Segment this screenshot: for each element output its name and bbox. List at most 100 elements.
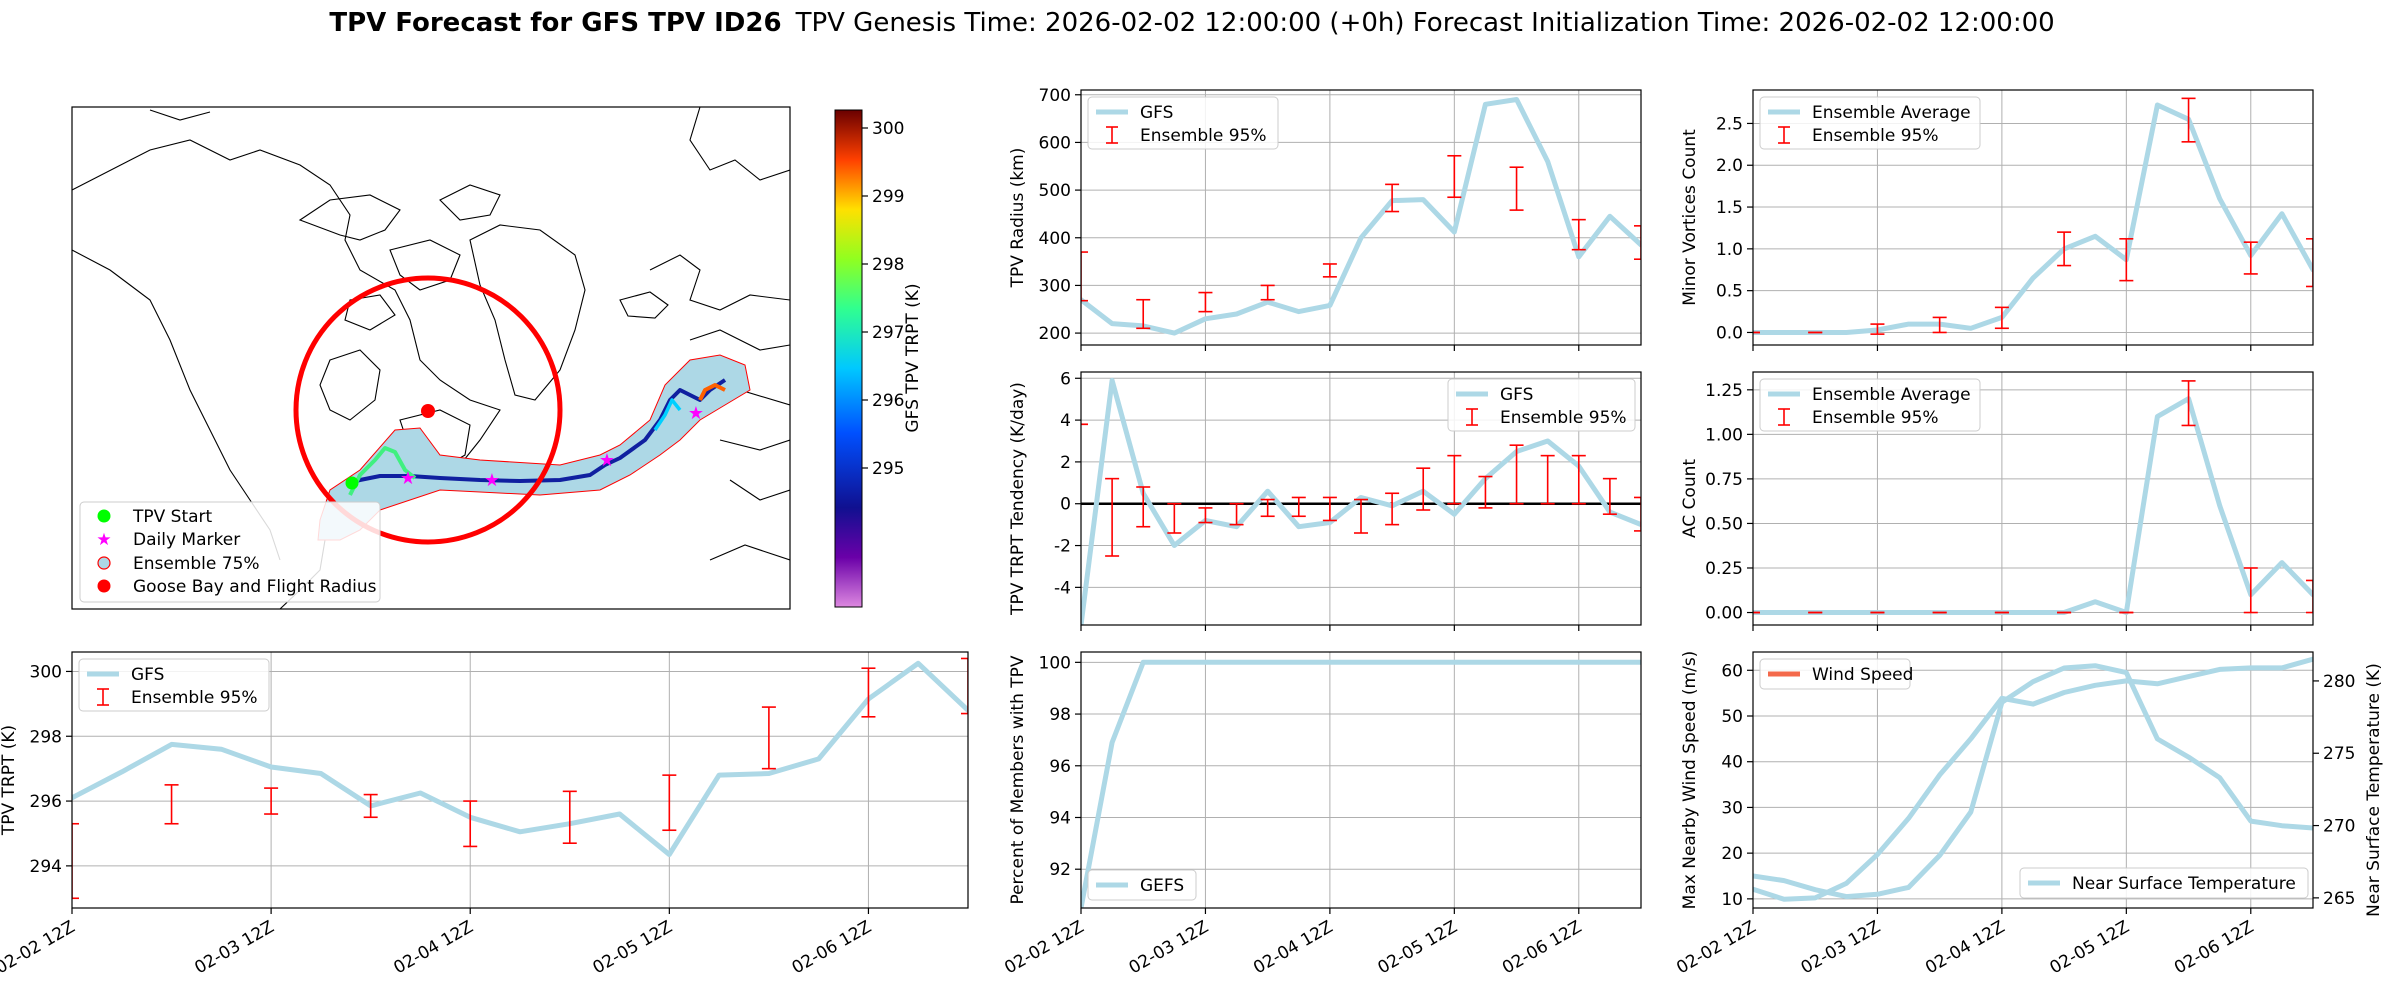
series-line-near-surface-temperature [1753,656,2313,902]
figure-title-rest: TPV Genesis Time: 2026-02-02 12:00:00 (+… [795,8,2055,38]
y-axis-label: Minor Vortices Count [1680,129,1700,306]
y-tick-label: 60 [1721,661,1743,681]
plot-frame [1080,651,1642,909]
ensemble-errorbar [1198,507,1213,524]
legend-label: Ensemble 95% [1812,408,1939,428]
ensemble-errorbar [1260,284,1275,301]
series-line-wind-speed [1753,663,2313,900]
map-frame [71,106,791,610]
y-tick-label: 296 [30,792,62,812]
ensemble-errorbar [1167,502,1182,534]
y-tick-label: 0.50 [1705,514,1743,534]
x-tick-label: 02-04 12Z [390,917,476,978]
daily-marker-2: ★ [484,470,500,491]
y-tick-label: 294 [30,857,62,877]
ensemble-errorbar [1229,502,1244,526]
series-group [72,657,968,900]
series-group [1753,97,2313,335]
legend-goose-bay: Goose Bay and Flight Radius [133,577,377,597]
chart-radius: 200 300 400 500 600 700 TPV Radius (km) GFS Ense… [1008,86,1642,351]
legend-box [1087,869,1197,901]
x-tick-label: 02-05 12Z [590,917,676,978]
ensemble-errorbar [562,790,577,844]
y-tick-label: 30 [1721,798,1743,818]
ensemble-errorbar [1105,477,1120,557]
chart-legend: Near Surface Temperature [2019,867,2309,899]
ensemble-errorbar [1081,251,1088,302]
colorbar-tick-label: 300 [872,119,904,139]
ensemble-errorbar [1540,454,1555,505]
y-axis-label: Max Nearby Wind Speed (m/s) [1680,651,1700,910]
ensemble-errorbar [1870,323,1885,335]
y-tick-label: 1.5 [1716,198,1743,218]
colorbar-gradient [834,109,863,608]
y-axis-label: TPV Radius (km) [1008,148,1028,289]
chart-percent: 92 94 96 98 100 02-02 12Z 02-03 12Z 02-04 12Z 02… [1001,651,1642,978]
legend-label: Wind Speed [1812,665,1913,685]
legend-label: GFS [1140,103,1173,123]
x-tick-label: 02-06 12Z [789,917,875,978]
map-panel: ★ ★ ★ ★ TPV Start ★ Daily Marker Ensembl… [71,106,923,610]
chart-trpt: 294 296 298 300 02-02 12Z 02-03 12Z 02-04 12Z 0… [0,651,969,978]
ensemble-errorbar [1571,454,1586,505]
ensemble-errorbar [961,657,968,715]
gfs-track-early [348,446,417,496]
y-tick-label: 0.00 [1705,604,1743,624]
series-line-ensemble-average [1753,396,2313,615]
plot-frame [1752,651,2314,909]
x-tick-label: 02-03 12Z [1798,917,1884,978]
colorbar-tick-label: 299 [872,187,904,207]
y-tick-label: 96 [1049,757,1071,777]
figure-title-bold: TPV Forecast for GFS TPV ID26 [329,8,781,38]
ensemble-errorbar [164,784,179,825]
y-axis-label: AC Count [1680,459,1700,538]
y-tick-label: 0.0 [1716,323,1743,343]
y-tick-label: 0.25 [1705,559,1743,579]
plot-frame [1752,89,2314,346]
series-group [1081,377,1641,625]
ensemble-errorbar [2119,238,2134,282]
ensemble-errorbar [1416,467,1431,511]
figure-title: TPV Forecast for GFS TPV ID26 TPV Genesis… [329,8,2054,38]
y-tick-label: 98 [1049,705,1071,725]
series-line-gfs [72,660,968,857]
legend-label: GEFS [1140,876,1184,896]
x-tick-label: 02-02 12Z [1001,917,1087,978]
daily-marker-3: ★ [599,450,615,471]
tpv-start-marker [345,476,359,490]
legend-tpv-start: TPV Start [132,507,213,527]
y-tick-label: 200 [1039,324,1071,344]
y-tick-label: 0.5 [1716,282,1743,302]
legend-box [1759,96,1981,150]
flight-radius-circle [293,275,563,545]
legend-label: Ensemble Average [1812,103,1971,123]
legend-label: Near Surface Temperature [2072,874,2296,894]
y-tick-label: 500 [1039,181,1071,201]
y-tick-label: 4 [1060,411,1071,431]
legend-label: Ensemble Average [1812,385,1971,405]
y-right-tick-label: 275 [2323,744,2355,764]
series-group [1081,97,1641,336]
plot-frame [71,651,969,909]
chart-legend: GEFS [1087,869,1197,901]
series-line-gfs [1081,377,1641,625]
ensemble-errorbar [761,706,776,770]
ensemble-errorbar [2306,579,2313,614]
ensemble-errorbar [2181,380,2196,427]
chart-legend: Wind Speed [1759,658,1913,690]
legend-daily-marker: Daily Marker [133,530,240,550]
ensemble-errorbar [2306,238,2313,288]
y-tick-label: 2.5 [1716,114,1743,134]
ensemble-errorbar [1509,444,1524,505]
legend-box [1447,378,1636,432]
y-tick-label: 1.00 [1705,425,1743,445]
y-tick-label: 10 [1721,890,1743,910]
legend-box [1759,658,1911,690]
plot-frame [1752,371,2314,626]
legend-box [1087,96,1279,150]
y-tick-label: 6 [1060,369,1071,389]
y-tick-label: 2.0 [1716,156,1743,176]
y-tick-label: 1.0 [1716,240,1743,260]
y-tick-label: 0.75 [1705,470,1743,490]
ensemble-errorbar [1602,477,1617,515]
